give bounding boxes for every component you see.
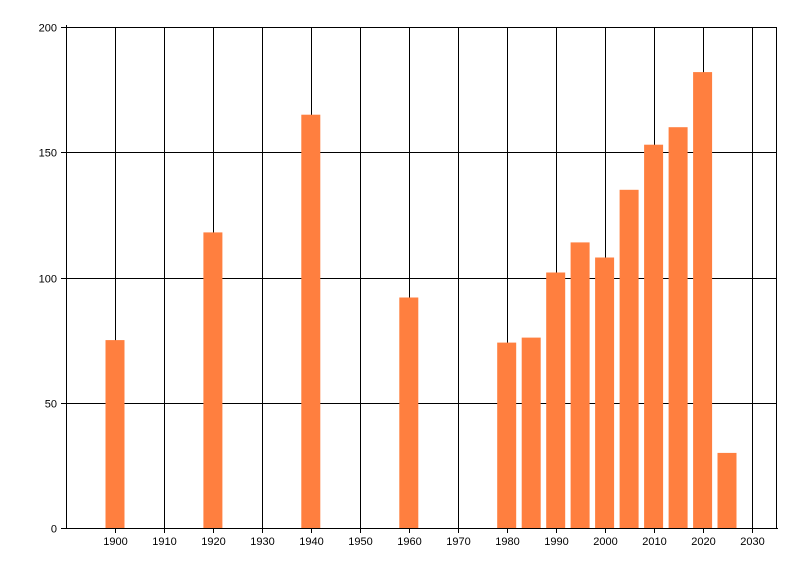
- x-tick-label: 1940: [299, 536, 323, 548]
- y-tick-label: 100: [39, 274, 57, 286]
- x-tick-label: 1990: [544, 536, 568, 548]
- bar: [546, 272, 566, 528]
- bar: [644, 144, 664, 528]
- axes: [61, 25, 778, 533]
- bar: [521, 337, 541, 528]
- bar: [203, 232, 223, 528]
- x-tick-label: 2000: [593, 536, 617, 548]
- bar: [570, 242, 590, 528]
- y-tick-label: 150: [39, 148, 57, 160]
- bars: [105, 72, 737, 529]
- y-tick-label: 200: [39, 23, 57, 35]
- bar: [668, 127, 688, 528]
- x-tick-label: 1920: [201, 536, 225, 548]
- bar: [619, 189, 639, 529]
- x-tick-label: 1930: [250, 536, 274, 548]
- x-tick-label: 1900: [103, 536, 127, 548]
- y-tick-label: 0: [51, 524, 57, 536]
- bar: [105, 340, 125, 528]
- bar: [497, 342, 517, 528]
- bar: [717, 452, 737, 528]
- x-tick-label: 1960: [397, 536, 421, 548]
- x-tick-label: 2030: [740, 536, 764, 548]
- x-tick-label: 1950: [348, 536, 372, 548]
- x-tick-label: 2010: [642, 536, 666, 548]
- bar: [301, 114, 321, 528]
- x-tick-label: 1980: [495, 536, 519, 548]
- tick-labels: 0 50 100 150 200 1900 1910 1920 1930 1940 1950 1960…: [39, 23, 765, 549]
- y-tick-label: 50: [45, 399, 57, 411]
- x-tick-label: 2020: [691, 536, 715, 548]
- x-tick-label: 1970: [446, 536, 470, 548]
- bar: [693, 72, 713, 528]
- bar: [399, 297, 419, 528]
- bar: [595, 257, 615, 528]
- x-tick-label: 1910: [152, 536, 176, 548]
